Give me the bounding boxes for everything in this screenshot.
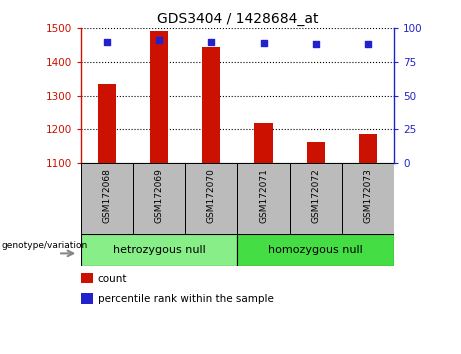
Bar [254,123,272,163]
Text: GSM172073: GSM172073 [364,169,372,223]
Bar [150,31,168,163]
Bar [81,273,93,283]
Text: GSM172068: GSM172068 [102,169,111,223]
Text: genotype/variation: genotype/variation [1,241,88,250]
Bar [133,163,185,234]
Point [312,42,319,47]
Text: GSM172072: GSM172072 [311,169,320,223]
Title: GDS3404 / 1428684_at: GDS3404 / 1428684_at [157,12,318,26]
Bar [237,163,290,234]
Bar [81,163,133,234]
Text: hetrozygous null: hetrozygous null [112,245,206,255]
Bar [237,234,394,266]
Point [155,38,163,43]
Text: GSM172069: GSM172069 [154,169,164,223]
Bar [81,234,237,266]
Bar [202,47,220,163]
Bar [359,134,377,163]
Text: percentile rank within the sample: percentile rank within the sample [98,295,273,304]
Bar [98,84,116,163]
Text: GSM172070: GSM172070 [207,169,216,223]
Point [103,39,111,45]
Bar [290,163,342,234]
Point [260,40,267,46]
Text: count: count [98,274,127,284]
Bar [342,163,394,234]
Bar [81,293,93,304]
Bar [307,142,325,163]
Text: GSM172071: GSM172071 [259,169,268,223]
Bar [185,163,237,234]
Point [364,42,372,47]
Text: homozygous null: homozygous null [268,245,363,255]
Point [207,39,215,45]
